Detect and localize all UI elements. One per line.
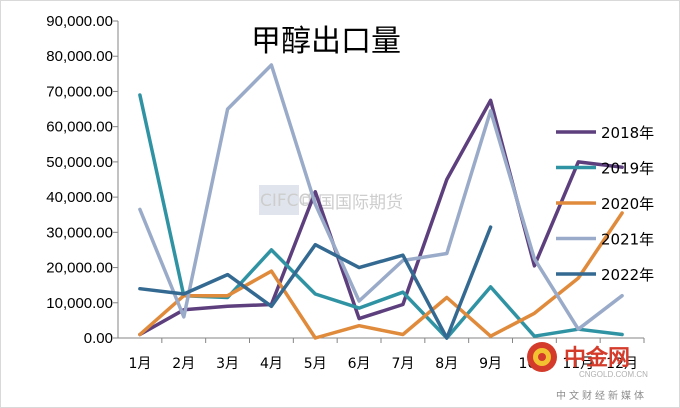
x-tick-label: 1月 — [128, 356, 151, 372]
series-layer — [138, 63, 624, 340]
watermark-logo-text: CIFCO — [260, 191, 312, 211]
legend-label-0: 2018年 — [601, 124, 654, 142]
series-line-4 — [138, 225, 493, 340]
x-tick-label: 2月 — [172, 356, 195, 372]
y-tick-label: 20,000.00 — [46, 260, 113, 277]
watermark-text: 中国国际期货 — [301, 193, 403, 213]
brand-name: 中金网 — [564, 345, 630, 371]
legend: 2018年 2019年 2020年 2021年 2022年 — [556, 124, 654, 284]
y-tick-label: 50,000.00 — [46, 154, 113, 171]
x-tick-label: 5月 — [304, 356, 327, 372]
x-tick-label: 9月 — [479, 356, 502, 372]
y-axis-ticks: 0.00 10,000.00 20,000.00 30,000.00 40,000.00… — [46, 13, 118, 347]
x-tick-label: 11月 — [562, 356, 594, 372]
watermark-logo-box — [259, 185, 299, 215]
brand-logo: 中金网 CNGOLD.COM.CN 中文财经新媒体 — [527, 342, 648, 402]
x-tick-label: 4月 — [260, 356, 283, 372]
y-tick-label: 40,000.00 — [46, 189, 113, 206]
chart-title: 甲醇出口量 — [251, 24, 401, 59]
y-tick-label: 70,000.00 — [46, 83, 113, 100]
legend-label-2: 2020年 — [601, 195, 654, 213]
brand-subtitle: 中文财经新媒体 — [556, 389, 647, 402]
y-tick-label: 0.00 — [84, 330, 113, 347]
brand-icon-core — [538, 353, 546, 361]
brand-url: CNGOLD.COM.CN — [579, 370, 648, 379]
watermark: CIFCO 中国国际期货 — [259, 185, 403, 215]
legend-label-3: 2021年 — [601, 231, 654, 249]
x-tick-label: 3月 — [216, 356, 239, 372]
series-line-0 — [138, 98, 624, 337]
x-tick-label: 6月 — [348, 356, 371, 372]
series-line-2 — [138, 211, 624, 340]
y-tick-label: 10,000.00 — [46, 295, 113, 312]
x-tick-label: 8月 — [435, 356, 458, 372]
y-tick-label: 90,000.00 — [46, 13, 113, 30]
y-tick-label: 30,000.00 — [46, 224, 113, 241]
legend-label-1: 2019年 — [601, 160, 654, 178]
x-tick-label: 12月 — [606, 356, 638, 372]
y-tick-label: 80,000.00 — [46, 48, 113, 65]
series-line-3 — [138, 63, 624, 331]
y-tick-label: 60,000.00 — [46, 119, 113, 136]
x-tick-label: 7月 — [391, 356, 414, 372]
legend-label-4: 2022年 — [601, 266, 654, 284]
